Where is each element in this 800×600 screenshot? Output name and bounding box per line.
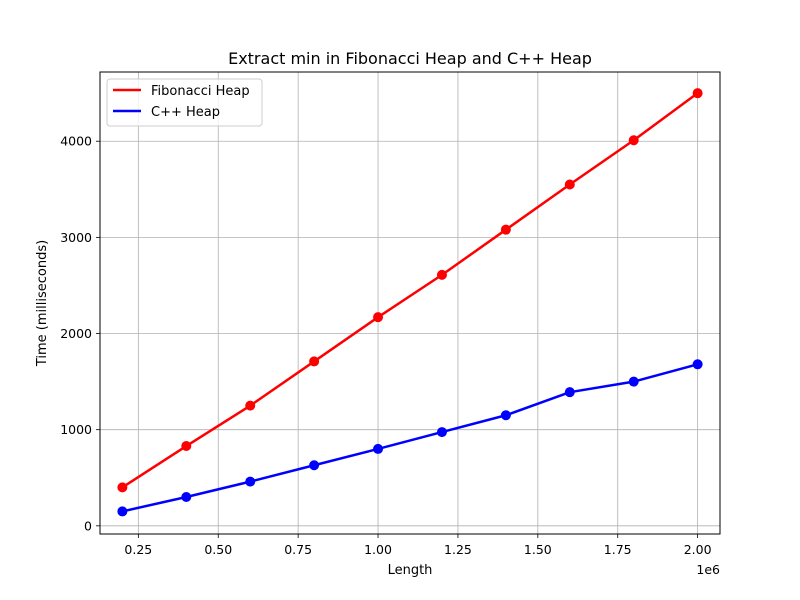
legend-label-fibonacci-heap: Fibonacci Heap [151,84,250,99]
y-tick-label: 2000 [60,326,92,341]
data-point-fibonacci-heap [628,135,639,146]
axis-ticks: 0.25 0.50 0.75 1.00 1.25 1.50 1.75 2.00 0 1000 200… [60,134,711,557]
data-point-fibonacci-heap [373,312,384,323]
x-tick-label: 1.25 [444,542,472,557]
x-axis-offset-label: 1e6 [696,562,720,577]
chart-title: Extract min in Fibonacci Heap and C++ He… [228,49,592,68]
x-tick-label: 0.25 [124,542,152,557]
data-point-fibonacci-heap [564,179,575,190]
y-tick-label: 1000 [60,422,92,437]
series-line-cpp-heap [122,363,698,513]
data-point-fibonacci-heap [436,269,447,280]
series-line-fibonacci-heap [121,92,699,489]
data-point-cpp-heap [309,460,320,471]
x-tick-label: 1.50 [524,542,552,557]
data-point-cpp-heap [692,359,703,370]
series-fibonacci-heap [117,88,703,493]
data-point-cpp-heap [245,476,256,487]
data-point-fibonacci-heap [500,224,511,235]
data-point-fibonacci-heap [117,482,128,493]
legend-label-cpp-heap: C++ Heap [151,105,220,120]
data-point-cpp-heap [373,443,384,454]
x-tick-label: 0.75 [284,542,312,557]
x-tick-label: 1.75 [604,542,632,557]
series-cpp-heap [117,359,703,517]
legend: Fibonacci Heap C++ Heap [106,78,263,127]
legend-box [106,78,263,127]
y-tick-label: 3000 [60,230,92,245]
data-point-fibonacci-heap [245,400,256,411]
data-point-fibonacci-heap [309,356,320,367]
x-tick-label: 0.50 [204,542,232,557]
y-tick-label: 0 [84,518,92,533]
data-point-cpp-heap [500,410,511,421]
data-point-cpp-heap [117,506,128,517]
data-point-cpp-heap [436,427,447,438]
series-layer [117,88,703,517]
x-tick-label: 2.00 [684,542,712,557]
data-point-fibonacci-heap [692,88,703,99]
x-axis-label: Length [388,563,433,578]
data-point-cpp-heap [628,376,639,387]
data-point-fibonacci-heap [181,441,192,452]
y-axis-label: Time (milliseconds) [35,240,50,367]
plot-area-frame [99,71,721,535]
x-tick-label: 1.00 [364,542,392,557]
grid [100,72,720,534]
y-tick-label: 4000 [60,134,92,149]
data-point-cpp-heap [181,491,192,502]
data-point-cpp-heap [564,387,575,398]
